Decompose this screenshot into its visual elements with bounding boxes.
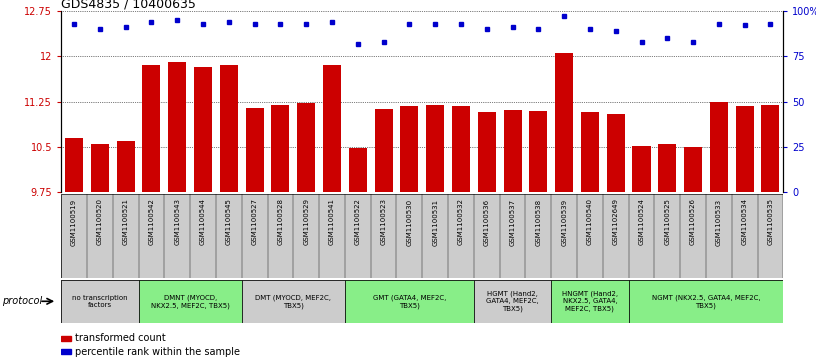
Bar bbox=[323, 65, 341, 192]
Text: GSM1100537: GSM1100537 bbox=[509, 198, 516, 245]
Bar bbox=[606, 114, 625, 192]
Bar bbox=[246, 108, 264, 192]
Text: GSM1100545: GSM1100545 bbox=[226, 198, 232, 245]
Bar bbox=[736, 106, 754, 192]
Text: GSM1100519: GSM1100519 bbox=[71, 198, 77, 245]
Text: percentile rank within the sample: percentile rank within the sample bbox=[75, 347, 241, 356]
Bar bbox=[581, 112, 599, 192]
Bar bbox=[684, 147, 702, 192]
Text: DMNT (MYOCD,
NKX2.5, MEF2C, TBX5): DMNT (MYOCD, NKX2.5, MEF2C, TBX5) bbox=[151, 294, 229, 309]
Bar bbox=[139, 280, 242, 323]
Bar bbox=[348, 148, 367, 192]
Text: GSM1100532: GSM1100532 bbox=[458, 198, 464, 245]
Bar bbox=[345, 280, 474, 323]
Bar bbox=[628, 280, 783, 323]
Text: GSM1100521: GSM1100521 bbox=[122, 198, 129, 245]
Text: GSM1100531: GSM1100531 bbox=[432, 198, 438, 245]
Text: GSM1100540: GSM1100540 bbox=[587, 198, 593, 245]
Bar bbox=[477, 112, 496, 192]
Bar bbox=[143, 65, 161, 192]
Bar bbox=[503, 110, 521, 192]
Bar bbox=[168, 62, 186, 192]
Bar bbox=[242, 280, 345, 323]
Text: GSM1100536: GSM1100536 bbox=[484, 198, 490, 245]
Text: transformed count: transformed count bbox=[75, 334, 166, 343]
Text: GSM1100530: GSM1100530 bbox=[406, 198, 412, 245]
Bar bbox=[297, 103, 315, 192]
Text: GSM1100533: GSM1100533 bbox=[716, 198, 722, 245]
Text: GSM1100539: GSM1100539 bbox=[561, 198, 567, 245]
Bar bbox=[710, 102, 728, 192]
Text: HNGMT (Hand2,
NKX2.5, GATA4,
MEF2C, TBX5): HNGMT (Hand2, NKX2.5, GATA4, MEF2C, TBX5… bbox=[562, 290, 618, 312]
Bar bbox=[452, 106, 470, 192]
Bar bbox=[552, 280, 628, 323]
Text: GSM1100538: GSM1100538 bbox=[535, 198, 541, 245]
Bar bbox=[61, 280, 139, 323]
Text: GSM1100528: GSM1100528 bbox=[277, 198, 283, 245]
Text: GSM1100526: GSM1100526 bbox=[690, 198, 696, 245]
Bar bbox=[220, 65, 238, 192]
Text: GSM1100544: GSM1100544 bbox=[200, 198, 206, 245]
Bar bbox=[61, 335, 72, 341]
Text: GSM1100523: GSM1100523 bbox=[380, 198, 387, 245]
Bar bbox=[530, 111, 548, 192]
Bar bbox=[61, 348, 72, 354]
Text: GSM1100524: GSM1100524 bbox=[638, 198, 645, 245]
Text: HGMT (Hand2,
GATA4, MEF2C,
TBX5): HGMT (Hand2, GATA4, MEF2C, TBX5) bbox=[486, 290, 539, 312]
Text: GSM1100520: GSM1100520 bbox=[97, 198, 103, 245]
Text: protocol: protocol bbox=[2, 296, 42, 306]
Text: NGMT (NKX2.5, GATA4, MEF2C,
TBX5): NGMT (NKX2.5, GATA4, MEF2C, TBX5) bbox=[652, 294, 761, 309]
Text: GDS4835 / 10400635: GDS4835 / 10400635 bbox=[61, 0, 196, 11]
Bar bbox=[426, 105, 444, 192]
Text: no transcription
factors: no transcription factors bbox=[72, 294, 127, 308]
Bar bbox=[555, 53, 573, 192]
Text: GSM1100527: GSM1100527 bbox=[251, 198, 258, 245]
Text: GMT (GATA4, MEF2C,
TBX5): GMT (GATA4, MEF2C, TBX5) bbox=[373, 294, 446, 309]
Text: GSM1102649: GSM1102649 bbox=[613, 198, 619, 245]
Bar bbox=[761, 105, 779, 192]
Text: GSM1100542: GSM1100542 bbox=[149, 198, 154, 245]
Bar bbox=[659, 144, 676, 192]
Bar bbox=[272, 105, 290, 192]
Text: GSM1100535: GSM1100535 bbox=[768, 198, 774, 245]
Text: GSM1100541: GSM1100541 bbox=[329, 198, 335, 245]
Text: GSM1100543: GSM1100543 bbox=[175, 198, 180, 245]
Bar bbox=[194, 67, 212, 192]
Bar bbox=[65, 138, 83, 192]
Bar bbox=[117, 141, 135, 192]
Bar bbox=[474, 280, 552, 323]
Text: GSM1100529: GSM1100529 bbox=[304, 198, 309, 245]
Bar bbox=[401, 106, 419, 192]
Text: GSM1100522: GSM1100522 bbox=[355, 198, 361, 245]
Text: GSM1100525: GSM1100525 bbox=[664, 198, 670, 245]
Bar bbox=[91, 144, 109, 192]
Bar bbox=[632, 146, 650, 192]
Text: GSM1100534: GSM1100534 bbox=[742, 198, 747, 245]
Bar bbox=[375, 109, 392, 192]
Text: DMT (MYOCD, MEF2C,
TBX5): DMT (MYOCD, MEF2C, TBX5) bbox=[255, 294, 331, 309]
